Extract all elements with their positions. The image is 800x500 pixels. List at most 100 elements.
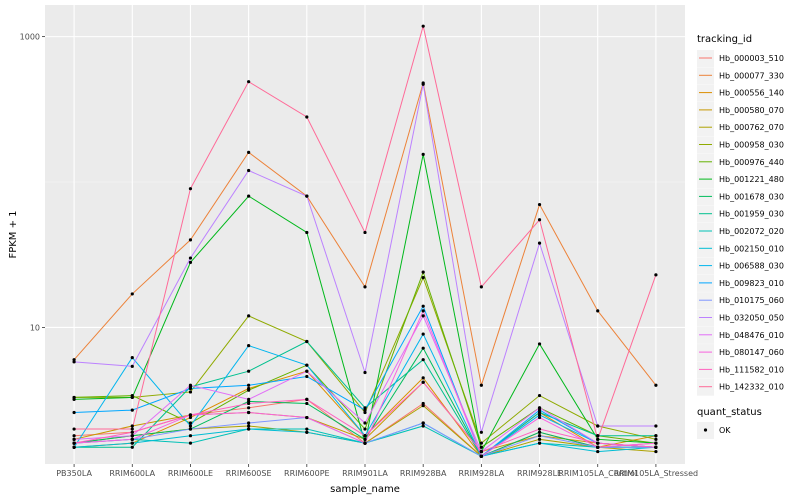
data-point: [537, 415, 542, 420]
data-point: [130, 427, 134, 431]
legend-item-label: Hb_010175_060: [719, 296, 784, 305]
legend-item-label: Hb_000580_070: [719, 106, 784, 115]
data-point: [421, 82, 425, 86]
data-point: [421, 309, 425, 313]
data-point: [188, 415, 193, 420]
data-point: [363, 437, 367, 441]
legend-item-label: Hb_142332_010: [719, 383, 784, 392]
y-tick-label: 10: [30, 323, 40, 332]
data-point: [537, 410, 542, 415]
data-point: [72, 441, 76, 445]
legend-item-label: Hb_000976_440: [719, 158, 784, 167]
data-point: [363, 285, 367, 289]
data-point: [363, 230, 367, 235]
data-point: [130, 364, 134, 368]
data-point: [537, 406, 542, 410]
data-point: [421, 314, 425, 318]
data-point: [596, 309, 600, 313]
data-point: [72, 437, 76, 441]
x-tick-label: RRIM600SE: [226, 469, 272, 478]
data-point: [596, 434, 600, 438]
data-point: [421, 421, 425, 425]
data-point: [421, 270, 425, 274]
data-point: [654, 441, 658, 445]
plot-area: [45, 5, 685, 464]
data-point: [421, 152, 425, 156]
data-point: [305, 363, 309, 367]
data-point: [537, 434, 542, 438]
legend-item-label: Hb_000556_140: [719, 89, 784, 98]
data-point: [247, 150, 251, 154]
x-tick-label: PB350LA: [56, 469, 92, 478]
legend-item-label: Hb_048476_010: [719, 331, 784, 340]
data-point: [72, 410, 76, 415]
legend2-item-label: OK: [719, 426, 731, 435]
data-point: [247, 427, 251, 431]
data-point: [479, 430, 483, 434]
data-point: [363, 370, 367, 375]
data-point: [537, 202, 542, 207]
data-point: [247, 314, 251, 318]
legend-item-label: Hb_080147_060: [719, 348, 784, 357]
data-point: [188, 383, 193, 387]
data-point: [305, 397, 309, 401]
data-point: [305, 374, 309, 379]
data-point: [537, 441, 542, 445]
data-point: [247, 397, 251, 401]
data-point: [130, 434, 134, 438]
data-point: [188, 390, 193, 394]
data-point: [537, 241, 542, 245]
data-point: [188, 434, 193, 438]
data-point: [654, 383, 658, 387]
data-point: [130, 292, 134, 296]
data-point: [188, 413, 193, 417]
data-point: [654, 449, 658, 454]
x-tick-label: RRIM105LA_Control: [558, 469, 637, 478]
data-point: [247, 343, 251, 348]
data-point: [305, 115, 309, 119]
x-tick-label: RRIM600LE: [168, 469, 213, 478]
data-point: [654, 437, 658, 441]
data-point: [421, 358, 425, 362]
data-point: [537, 413, 542, 417]
data-point: [247, 369, 251, 373]
data-point: [247, 80, 251, 84]
data-point: [363, 410, 367, 415]
data-point: [247, 410, 251, 415]
x-axis-title: sample_name: [330, 484, 400, 495]
x-tick-label: RRIM901LA: [342, 469, 388, 478]
data-point: [654, 273, 658, 277]
legend-item-label: Hb_001678_030: [719, 192, 784, 201]
legend-quant-status-title: quant_status: [697, 407, 762, 418]
data-point: [247, 401, 251, 406]
legend-item-label: Hb_001959_030: [719, 210, 784, 219]
data-point: [363, 441, 367, 445]
legend-item-label: Hb_002150_010: [719, 244, 784, 253]
data-point: [421, 403, 425, 408]
data-point: [479, 454, 483, 458]
legend-item-label: Hb_000762_070: [719, 123, 784, 132]
data-point: [247, 168, 251, 173]
data-point: [537, 393, 542, 398]
data-point: [596, 424, 600, 428]
data-point: [421, 332, 425, 336]
data-point: [72, 397, 76, 401]
data-point: [363, 408, 367, 412]
data-point: [537, 408, 542, 412]
data-point: [247, 194, 251, 198]
data-point: [130, 424, 134, 428]
data-point: [421, 424, 425, 428]
data-point: [130, 408, 134, 412]
legend-item-label: Hb_001221_480: [719, 175, 784, 184]
legend-item-label: Hb_000958_030: [719, 141, 784, 150]
x-tick-label: RRIM600LA: [109, 469, 155, 478]
data-point: [305, 427, 309, 431]
x-tick-label: RRIM928LE: [517, 469, 562, 478]
data-point: [247, 421, 251, 425]
legend-title: tracking_id: [697, 34, 752, 45]
data-point: [130, 437, 134, 441]
data-point: [479, 445, 483, 449]
data-point: [247, 383, 251, 387]
y-tick-label: 1000: [20, 33, 40, 42]
